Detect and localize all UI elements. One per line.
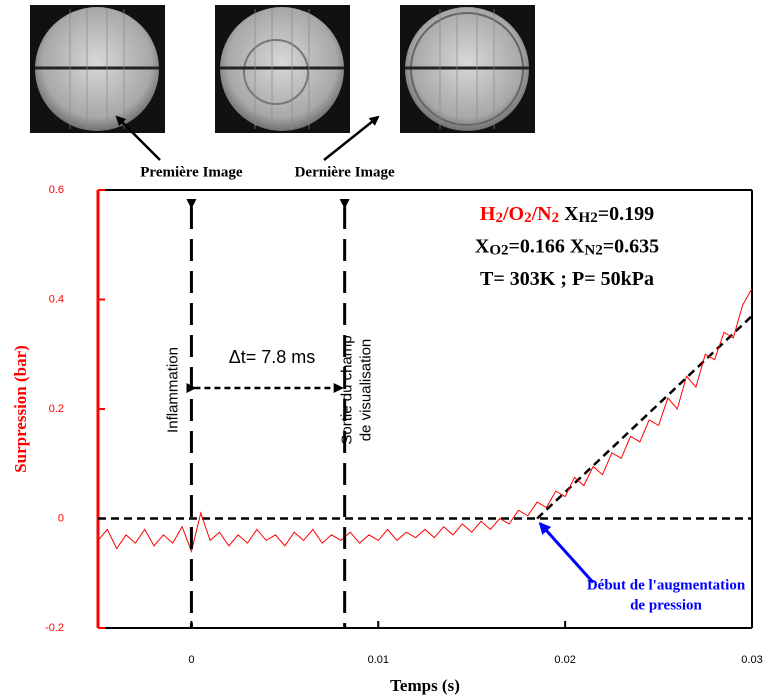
composition-text: =0.199 — [598, 203, 654, 225]
composition-text: T= 303K ; P= 50kPa — [480, 268, 654, 290]
subscript: O2 — [489, 243, 508, 259]
composition-text: X — [475, 235, 490, 257]
onset-arrow — [538, 522, 595, 584]
x-tick-label: 0.01 — [368, 654, 389, 666]
composition-text: H — [480, 203, 496, 225]
composition-text: =0.635 — [603, 235, 659, 257]
subscript: 2 — [524, 210, 532, 226]
composition-line: T= 303K ; P= 50kPa — [480, 268, 654, 290]
x-tick-label: 0.03 — [741, 654, 762, 666]
schlieren-images — [30, 5, 535, 161]
composition-text: /N — [531, 203, 553, 225]
subscript: 2 — [552, 210, 560, 226]
composition-text: =0.166 X — [509, 235, 585, 257]
event-label: Sortie du champ — [339, 335, 356, 444]
onset-label: de pression — [630, 597, 702, 613]
composition-text: /O — [502, 203, 524, 225]
y-tick-label: 0.4 — [49, 293, 64, 305]
y-tick-label: 0 — [58, 512, 64, 524]
composition-line: XO2=0.166 XN2=0.635 — [475, 235, 659, 259]
y-axis-label: Surpression (bar) — [11, 345, 30, 473]
x-tick-label: 0.02 — [554, 654, 575, 666]
y-tick-label: 0.6 — [49, 184, 64, 196]
event-label: de visualisation — [358, 339, 375, 442]
image-middle — [215, 5, 350, 133]
image-label: Première Image — [140, 164, 243, 180]
data-line — [97, 288, 753, 554]
composition-text: X — [559, 203, 579, 225]
image-last — [400, 5, 535, 133]
composition-line: H2/O2/N2 XH2=0.199 — [480, 203, 654, 227]
image-first — [30, 5, 165, 133]
image-arrow — [323, 115, 380, 161]
x-axis-label: Temps (s) — [390, 676, 460, 695]
x-tick-label: 0 — [188, 654, 194, 666]
y-tick-label: -0.2 — [45, 622, 64, 634]
subscript: H2 — [579, 210, 598, 226]
image-arrow — [115, 115, 161, 161]
fit-line — [536, 315, 753, 520]
onset-label: Début de l'augmentation — [587, 577, 746, 593]
interval-label: Δt= 7.8 ms — [229, 347, 316, 367]
subscript: 2 — [495, 210, 503, 226]
image-label: Dernière Image — [295, 164, 395, 180]
event-label: Inflammation — [164, 347, 181, 433]
subscript: N2 — [584, 243, 602, 259]
y-tick-label: 0.2 — [49, 403, 64, 415]
